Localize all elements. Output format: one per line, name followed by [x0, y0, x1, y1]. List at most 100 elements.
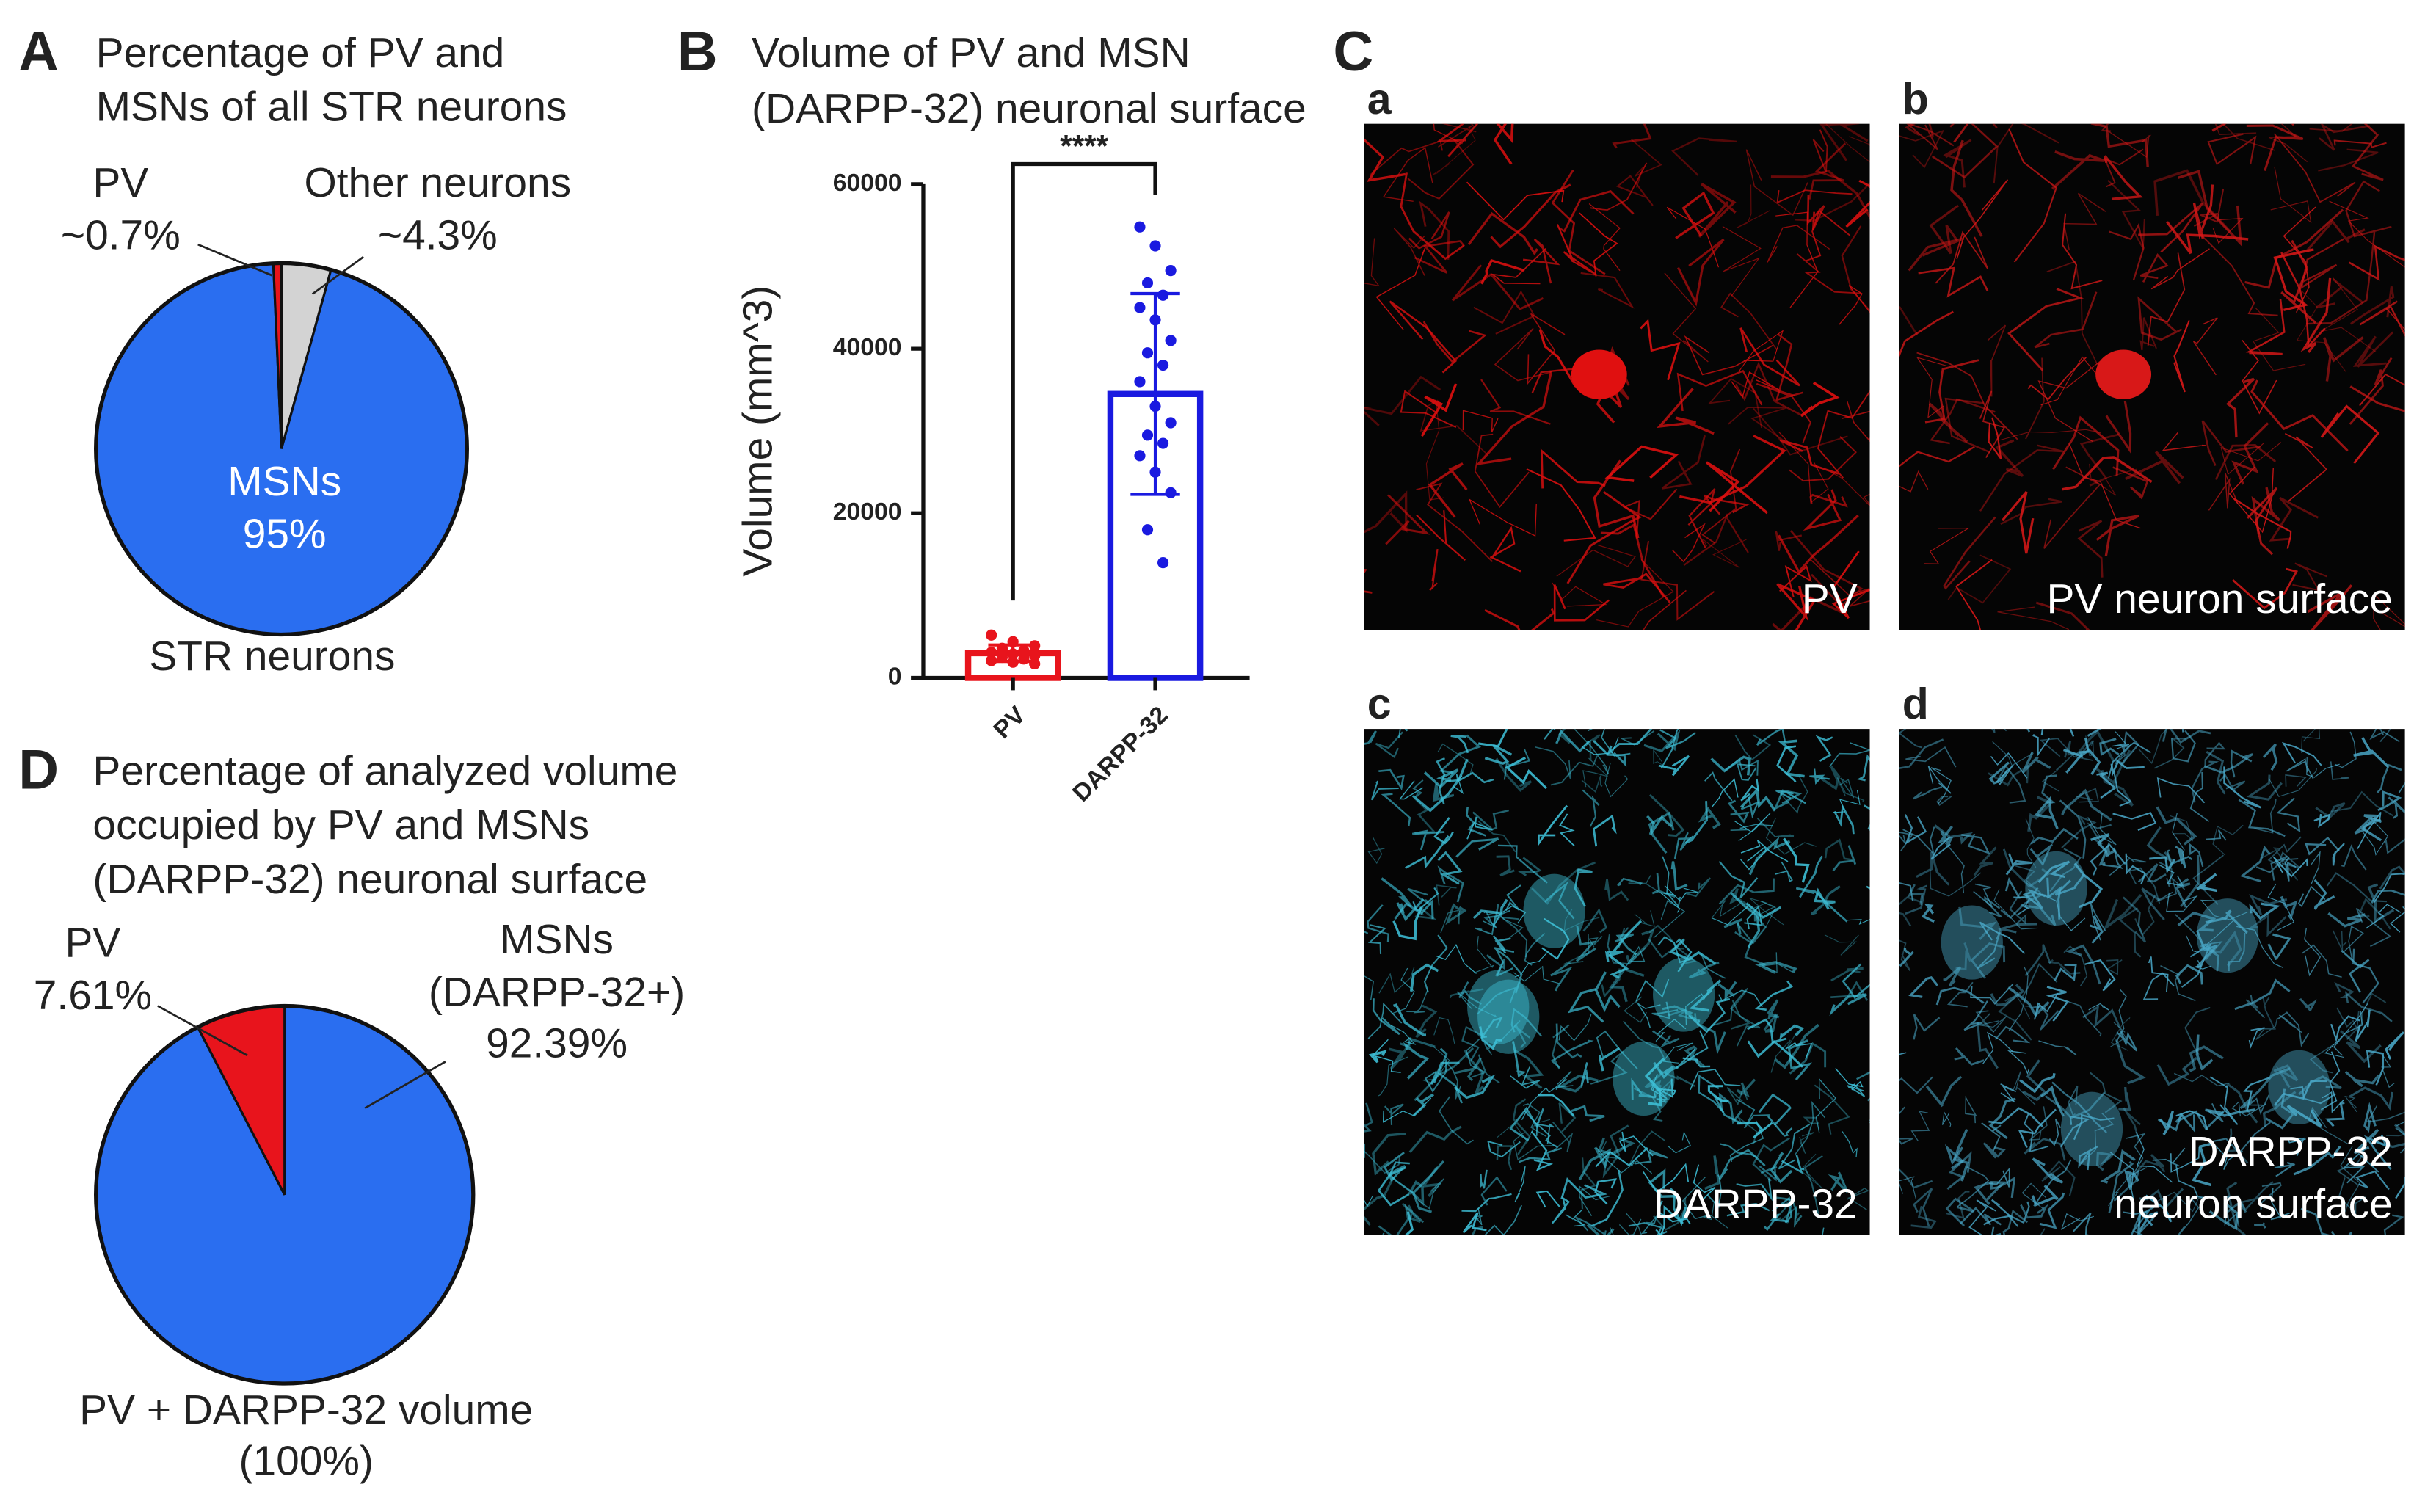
fiber [1403, 1042, 1430, 1080]
fiber [2284, 432, 2328, 502]
fiber [1727, 407, 1787, 441]
fiber [2166, 892, 2198, 912]
fiber [2209, 1076, 2239, 1125]
value-label: 92.39% [486, 1019, 628, 1066]
fiber [2013, 1071, 2036, 1105]
fiber [2000, 498, 2062, 526]
fiber [2156, 876, 2186, 902]
fiber [2125, 451, 2184, 484]
fiber [1899, 939, 1911, 972]
fiber [1628, 875, 1659, 893]
fiber [1763, 1013, 1778, 1033]
fiber [2062, 456, 2153, 491]
fiber [1688, 961, 1720, 979]
data-point [1141, 524, 1154, 536]
fiber [1676, 1030, 1709, 1069]
fiber [1988, 417, 2002, 459]
image-caption: DARPP-32 [2189, 1128, 2393, 1175]
fiber [1776, 745, 1797, 783]
fiber [1720, 1143, 1758, 1158]
fiber [2112, 466, 2149, 500]
fiber [1651, 1030, 1680, 1048]
fiber [1831, 550, 1870, 619]
fiber [1736, 184, 1770, 229]
fiber [1416, 510, 1466, 561]
chart-title: (DARPP-32) neuronal surface [752, 85, 1306, 132]
fiber [1965, 1095, 1977, 1124]
fiber [1640, 319, 1681, 381]
fiber [1559, 813, 1575, 847]
fiber [1710, 755, 1751, 776]
fiber [2126, 1133, 2146, 1179]
fiber [1622, 1020, 1667, 1062]
fiber [1936, 795, 1952, 806]
fiber [1736, 1078, 1756, 1098]
fiber [2034, 795, 2059, 829]
fiber [1987, 324, 2007, 397]
fiber [1683, 513, 1749, 566]
fiber [1555, 1023, 1582, 1059]
fiber [1814, 1084, 1850, 1135]
fiber [2225, 377, 2255, 438]
fiber [2186, 920, 2233, 953]
fiber [2063, 945, 2088, 986]
fiber [2316, 278, 2364, 309]
fiber [1598, 1141, 1624, 1160]
fiber [2077, 520, 2104, 578]
fiber [2107, 180, 2146, 251]
fiber [1497, 844, 1548, 884]
fiber [2267, 836, 2302, 868]
fiber [1437, 743, 1474, 774]
fiber [2059, 799, 2087, 859]
fiber [1990, 1176, 2016, 1199]
fiber [1675, 191, 1715, 239]
fiber [2246, 774, 2283, 801]
fiber [1618, 1131, 1654, 1157]
fiber [2007, 288, 2084, 371]
fiber [2206, 751, 2226, 795]
fiber [1668, 1130, 1691, 1154]
fiber [2252, 308, 2306, 371]
fiber [2189, 843, 2204, 868]
fiber [1748, 836, 1791, 876]
fiber [2356, 898, 2391, 930]
fiber [1436, 943, 1477, 974]
fiber [1382, 1097, 1432, 1123]
fiber [2360, 814, 2382, 842]
fiber [1997, 764, 2026, 804]
fiber [1624, 996, 1647, 1023]
fiber [2341, 844, 2367, 871]
fiber [2350, 286, 2395, 325]
fiber [1660, 729, 1680, 769]
fiber [2040, 1085, 2065, 1117]
fiber [1453, 1074, 1496, 1100]
fiber [2189, 771, 2210, 822]
fiber [2033, 1159, 2072, 1207]
fiber [2320, 404, 2380, 465]
fiber [1486, 954, 1506, 977]
fiber [1368, 1050, 1387, 1064]
fiber [1799, 855, 1823, 898]
fiber [1990, 752, 2028, 779]
soma [1653, 957, 1715, 1032]
fiber [1519, 1147, 1563, 1163]
fiber [1775, 531, 1803, 551]
fiber [1558, 190, 1635, 233]
fiber [1392, 967, 1415, 1014]
fiber [1580, 272, 1635, 309]
fiber [1423, 768, 1459, 789]
fiber [1599, 1047, 1621, 1072]
fiber [2037, 357, 2105, 443]
fiber [2047, 959, 2081, 975]
fiber [2273, 1064, 2299, 1088]
fiber [1596, 559, 1674, 628]
fiber [1550, 962, 1573, 992]
fiber [2344, 991, 2393, 1022]
fiber [1581, 775, 1603, 793]
fiber [1364, 1177, 1395, 1226]
fiber [2060, 1213, 2095, 1230]
fiber [2170, 730, 2196, 763]
fiber [2262, 1091, 2297, 1127]
fiber [1477, 986, 1517, 1015]
panel-label: D [18, 738, 59, 801]
